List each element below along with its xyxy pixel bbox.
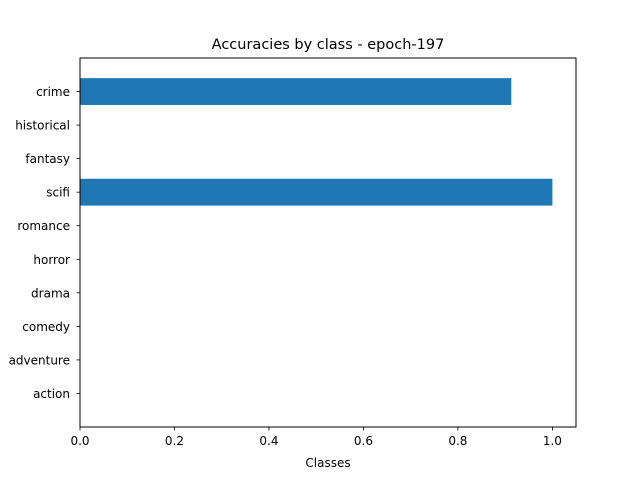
y-tick-label: crime xyxy=(36,85,70,99)
y-tick-label: adventure xyxy=(9,353,70,367)
bars-group xyxy=(80,78,553,206)
x-tick-label: 0.2 xyxy=(165,434,184,448)
y-tick-label: drama xyxy=(31,286,70,300)
y-tick-label: horror xyxy=(33,253,70,267)
y-axis: action adventure comedy drama horror romance s… xyxy=(9,85,80,401)
y-tick-label: comedy xyxy=(22,320,70,334)
y-tick-label: action xyxy=(33,387,70,401)
x-tick-label: 0.0 xyxy=(70,434,89,448)
x-tick-label: 1.0 xyxy=(543,434,562,448)
y-tick-label: romance xyxy=(17,219,70,233)
x-axis: 0.0 0.2 0.4 0.6 0.8 1.0 xyxy=(70,427,562,448)
bar-crime xyxy=(80,78,512,105)
x-axis-label: Classes xyxy=(305,456,350,470)
chart-title: Accuracies by class - epoch-197 xyxy=(212,37,445,53)
bar-scifi xyxy=(80,178,553,206)
y-tick-label: historical xyxy=(15,119,70,133)
y-tick-label: scifi xyxy=(46,186,70,200)
plot-frame xyxy=(79,57,577,428)
y-tick-label: fantasy xyxy=(25,152,70,166)
x-tick-label: 0.4 xyxy=(259,434,278,448)
x-tick-label: 0.6 xyxy=(354,434,373,448)
x-tick-label: 0.8 xyxy=(448,434,467,448)
